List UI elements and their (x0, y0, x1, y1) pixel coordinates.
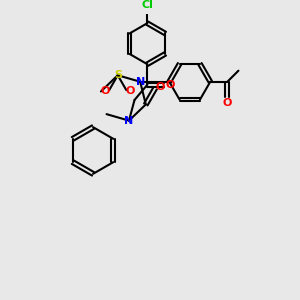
Text: O: O (155, 82, 165, 92)
Text: O: O (165, 80, 175, 90)
Text: O: O (126, 86, 135, 97)
Text: N: N (136, 77, 145, 87)
Text: N: N (124, 116, 134, 126)
Text: Cl: Cl (141, 0, 153, 10)
Text: O: O (223, 98, 232, 108)
Text: S: S (114, 70, 122, 80)
Text: O: O (100, 86, 110, 97)
